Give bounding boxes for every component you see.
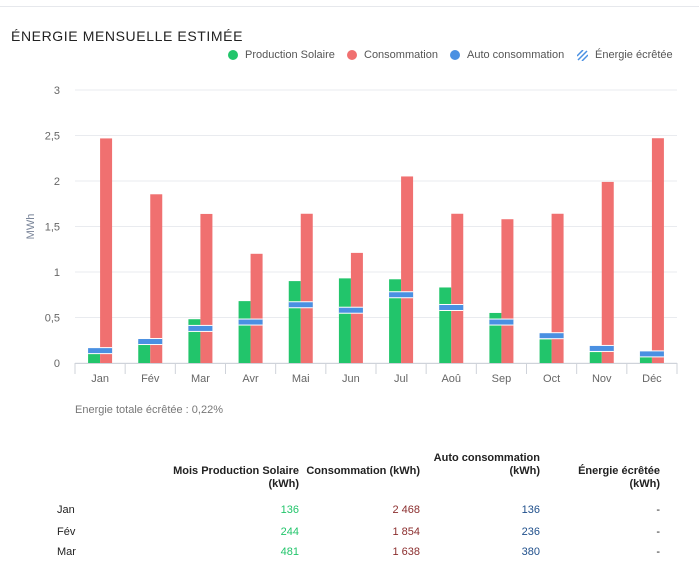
row-curtailed: - <box>656 526 660 538</box>
consumption-bar <box>100 138 113 363</box>
self-consumption-marker <box>88 348 113 354</box>
hatch-icon <box>577 49 588 61</box>
header-curtailed: Énergie écrêtée (kWh) <box>578 465 660 490</box>
row-consumption: 2 468 <box>392 504 420 516</box>
row-production: 244 <box>280 526 299 538</box>
header-self: Auto consommation (kWh) <box>420 452 540 478</box>
top-divider <box>0 0 699 7</box>
x-tick-label: Jan <box>91 373 109 385</box>
chart-title: ÉNERGIE MENSUELLE ESTIMÉE <box>11 28 244 44</box>
consumption-bar <box>200 213 213 363</box>
x-tick-label: Déc <box>642 373 662 385</box>
self-consumption-marker <box>389 292 414 298</box>
self-consumption-marker <box>188 325 213 331</box>
row-self: 236 <box>521 526 540 538</box>
row-month: Mar <box>57 546 76 558</box>
self-consumption-marker <box>338 307 363 313</box>
self-consumption-marker <box>238 319 263 325</box>
consumption-bar <box>501 219 514 363</box>
row-self: 380 <box>521 546 540 558</box>
x-tick-label: Jul <box>394 373 408 385</box>
y-axis-label: MWh <box>25 214 37 240</box>
row-self: 136 <box>521 504 540 516</box>
legend-production-label: Production Solaire <box>245 49 335 61</box>
production-bar <box>238 301 251 363</box>
x-tick-label: Oct <box>543 373 560 385</box>
legend-self[interactable]: Auto consommation <box>450 49 564 61</box>
x-tick-label: Mai <box>292 373 310 385</box>
consumption-bar <box>651 138 664 363</box>
header-consumption: Consommation (kWh) <box>306 465 420 477</box>
self-consumption-marker <box>539 333 564 339</box>
y-tick-labels: 0 0,5 1 1,5 2 2,5 3 <box>45 85 60 370</box>
x-axis: Jan Fév Mar Avr Mai Jun Jul Aoû Sep Oct Nov Déc <box>74 363 678 385</box>
table-row: Fév 244 1 854 236 - <box>0 526 699 542</box>
row-production: 136 <box>280 504 299 516</box>
self-dot-icon <box>450 50 460 60</box>
legend-curtailed[interactable]: Énergie écrêtée <box>577 49 673 61</box>
x-tick-label: Sep <box>492 373 512 385</box>
production-bar <box>288 281 301 363</box>
chart-grid <box>75 89 677 364</box>
consumption-dot-icon <box>347 50 357 60</box>
x-tick-label: Avr <box>242 373 259 385</box>
production-bar <box>138 340 151 363</box>
self-consumption-marker <box>639 351 664 357</box>
legend-self-label: Auto consommation <box>467 49 565 61</box>
y-tick-label: 2,5 <box>45 131 60 143</box>
self-consumption-marker <box>489 319 514 325</box>
legend-consumption-label: Consommation <box>364 49 438 61</box>
table-row: Jan 136 2 468 136 - <box>0 504 699 520</box>
row-consumption: 1 854 <box>392 526 420 538</box>
y-tick-label: 0,5 <box>45 313 60 325</box>
x-tick-label: Nov <box>592 373 612 385</box>
legend-curtailed-label: Énergie écrêtée <box>595 49 673 61</box>
consumption-bar <box>250 253 263 363</box>
y-tick-label: 3 <box>54 85 60 97</box>
header-production: Mois Production Solaire (kWh) <box>173 465 299 490</box>
legend-production[interactable]: Production Solaire <box>228 49 335 61</box>
x-tick-label: Fév <box>141 373 160 385</box>
production-bar <box>338 278 351 363</box>
table-row: Mar 481 1 638 380 - <box>0 546 699 562</box>
x-tick-label: Aoû <box>441 373 461 385</box>
consumption-bar <box>601 181 614 363</box>
row-production: 481 <box>280 546 299 558</box>
chart-legend: Production Solaire Consommation Auto con… <box>0 49 699 65</box>
y-tick-label: 1 <box>54 267 60 279</box>
bars-group <box>88 138 664 363</box>
x-tick-label: Jun <box>342 373 360 385</box>
legend-consumption[interactable]: Consommation <box>347 49 438 61</box>
consumption-bar <box>300 213 313 363</box>
production-bar <box>389 279 402 363</box>
row-month: Jan <box>57 504 75 516</box>
curtailed-note: Energie totale écrêtée : 0,22% <box>75 404 223 416</box>
production-bar <box>589 352 602 363</box>
production-dot-icon <box>228 50 238 60</box>
row-consumption: 1 638 <box>392 546 420 558</box>
consumption-bar <box>451 213 464 363</box>
y-tick-label: 2 <box>54 176 60 188</box>
consumption-bar <box>150 194 163 363</box>
y-tick-label: 0 <box>54 358 60 370</box>
y-tick-label: 1,5 <box>45 222 60 234</box>
bar-chart: 0 0,5 1 1,5 2 2,5 3 MWh Jan Fév Mar Avr Mai Jun Jul A… <box>25 85 678 385</box>
consumption-bar <box>551 213 564 363</box>
header-self-line2: (kWh) <box>509 465 540 477</box>
self-consumption-marker <box>439 304 464 310</box>
header-self-line1: Auto consommation <box>433 452 540 464</box>
x-tick-label: Mar <box>191 373 210 385</box>
row-curtailed: - <box>656 504 660 516</box>
self-consumption-marker <box>138 339 163 345</box>
production-bar <box>439 287 452 363</box>
self-consumption-marker <box>589 345 614 351</box>
row-month: Fév <box>57 526 76 538</box>
self-consumption-marker <box>288 302 313 308</box>
consumption-bar <box>401 176 414 363</box>
production-bar <box>539 339 552 363</box>
production-bar <box>639 356 652 363</box>
row-curtailed: - <box>656 546 660 558</box>
